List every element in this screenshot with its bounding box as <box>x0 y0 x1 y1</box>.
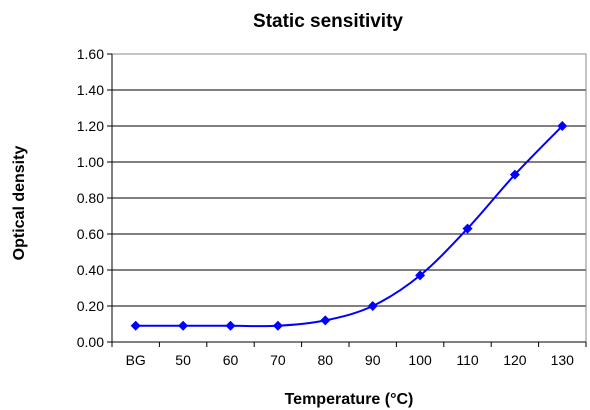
data-point <box>462 223 473 234</box>
gridlines <box>112 53 586 307</box>
data-point <box>557 121 568 131</box>
x-tick-label: 100 <box>408 352 432 368</box>
x-tick-label: 110 <box>456 352 479 368</box>
y-tick-label: 1.00 <box>77 154 104 170</box>
y-tick-label: 1.60 <box>77 46 104 62</box>
data-point <box>225 320 236 331</box>
series-layer <box>130 121 568 331</box>
data-point <box>367 301 378 311</box>
data-point <box>272 320 283 331</box>
x-tick-label: 90 <box>365 352 381 368</box>
data-point <box>178 320 189 331</box>
data-point <box>320 315 331 326</box>
x-tick-label: BG <box>126 352 146 368</box>
y-tick-label: 0.80 <box>77 190 104 206</box>
y-tick-label: 0.00 <box>77 334 104 350</box>
y-tick-label: 1.40 <box>77 82 104 98</box>
x-tick-label: 50 <box>175 352 191 368</box>
x-tick-label: 70 <box>270 352 286 368</box>
series-line <box>135 125 564 328</box>
y-tick-label: 0.20 <box>77 298 104 314</box>
x-tick-label: 60 <box>223 352 239 368</box>
y-tick-labels: 0.00 0.20 0.40 0.60 0.80 1.00 1.20 1.40 1.60 <box>77 46 104 350</box>
x-tick-labels: BG 50 60 70 80 90 100 110 120 130 <box>126 352 575 368</box>
data-point <box>509 169 520 180</box>
x-axis-title: Temperature (°C) <box>285 391 414 408</box>
x-tick-label: 130 <box>551 352 575 368</box>
y-tick-label: 0.60 <box>77 226 104 242</box>
x-tick-label: 80 <box>318 352 334 368</box>
x-tick-label: 120 <box>503 352 527 368</box>
axes <box>107 53 587 347</box>
y-axis-title: Optical density <box>11 146 28 261</box>
data-point <box>130 320 141 331</box>
y-tick-label: 0.40 <box>77 262 104 278</box>
y-tick-label: 1.20 <box>77 118 104 134</box>
chart-title: Static sensitivity <box>253 11 403 32</box>
data-point <box>415 270 426 281</box>
